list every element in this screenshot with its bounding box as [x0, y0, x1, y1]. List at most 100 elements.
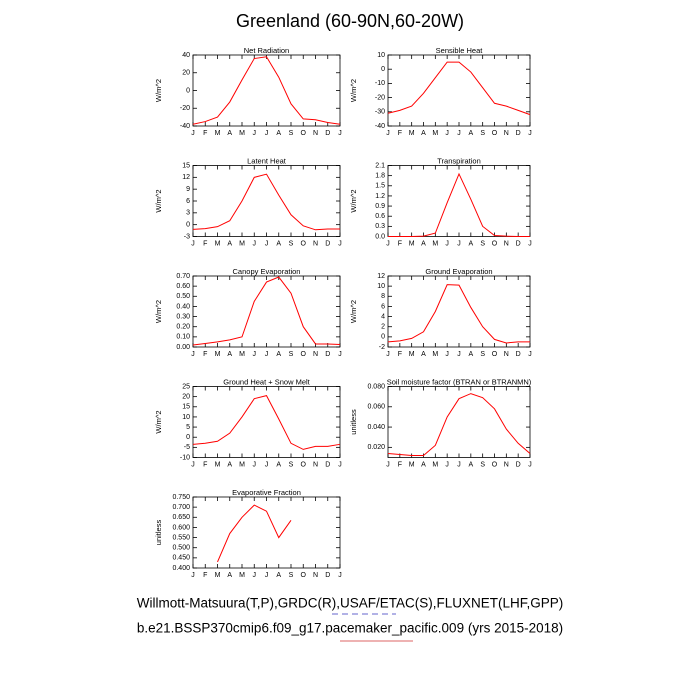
x-tick-label: A: [227, 130, 232, 137]
x-tick-label: S: [480, 130, 485, 137]
y-tick-label: 6: [381, 303, 385, 310]
y-axis-label: W/m^2: [349, 300, 358, 323]
x-tick-label: D: [325, 240, 330, 247]
x-tick-label: J: [191, 572, 195, 579]
x-tick-label: J: [191, 240, 195, 247]
x-tick-label: A: [227, 461, 232, 468]
plot-frame: [192, 386, 341, 458]
plot-frame: [387, 165, 531, 237]
x-tick-label: S: [289, 351, 294, 358]
y-tick-label: 4: [381, 313, 385, 320]
x-tick-label: J: [253, 461, 257, 468]
data-line: [387, 61, 531, 116]
x-tick-label: D: [325, 351, 330, 358]
x-tick-label: F: [398, 351, 402, 358]
data-line: [217, 504, 292, 563]
x-tick-label: D: [516, 461, 521, 468]
y-tick-label: -2: [379, 344, 385, 351]
x-tick-label: J: [445, 130, 449, 137]
y-axis-label: W/m^2: [349, 189, 358, 212]
x-tick-label: J: [386, 351, 390, 358]
x-tick-label: S: [480, 461, 485, 468]
y-tick-label: 1.8: [375, 172, 385, 179]
x-tick-label: J: [338, 240, 342, 247]
y-axis-label: W/m^2: [154, 300, 163, 323]
x-tick-label: M: [215, 572, 221, 579]
x-tick-label: A: [468, 130, 473, 137]
panel-title: Ground Heat + Snow Melt: [223, 377, 310, 386]
y-tick-label: 0.400: [172, 565, 190, 572]
y-tick-label: 6: [186, 198, 190, 205]
x-tick-label: S: [289, 130, 294, 137]
y-tick-label: 0: [186, 222, 190, 229]
y-tick-label: 0.9: [375, 203, 385, 210]
plot-frame: [387, 275, 531, 348]
x-tick-label: J: [253, 130, 257, 137]
x-tick-label: A: [276, 461, 281, 468]
x-tick-label: F: [398, 240, 402, 247]
x-tick-label: F: [398, 461, 402, 468]
footer-line: b.e21.BSSP370cmip6.f09_g17.pacemaker_pac…: [137, 621, 563, 636]
y-tick-label: 20: [182, 70, 190, 77]
x-tick-label: J: [265, 240, 269, 247]
y-tick-label: 10: [377, 52, 385, 59]
panel-title: Ground Evaporation: [425, 267, 492, 276]
x-tick-label: J: [457, 130, 461, 137]
y-tick-label: -40: [375, 123, 385, 130]
x-tick-label: D: [325, 130, 330, 137]
x-tick-label: F: [203, 130, 207, 137]
x-tick-label: J: [338, 572, 342, 579]
x-tick-label: M: [239, 240, 245, 247]
y-tick-label: 0.040: [367, 424, 385, 431]
data-line: [387, 393, 531, 456]
x-tick-label: O: [492, 240, 498, 247]
y-tick-label: 0.060: [367, 404, 385, 411]
y-tick-label: 0.700: [172, 504, 190, 511]
x-tick-label: A: [468, 351, 473, 358]
y-tick-label: 0.750: [172, 494, 190, 501]
y-tick-label: 0: [381, 334, 385, 341]
y-tick-label: 0.60: [176, 283, 190, 290]
x-tick-label: J: [338, 461, 342, 468]
x-tick-label: N: [313, 572, 318, 579]
x-tick-label: A: [276, 130, 281, 137]
y-axis-label: W/m^2: [154, 189, 163, 212]
y-tick-label: -5: [184, 444, 190, 451]
x-tick-label: M: [215, 351, 221, 358]
x-tick-label: M: [432, 461, 438, 468]
x-tick-label: J: [338, 351, 342, 358]
data-line: [387, 284, 530, 344]
x-tick-label: J: [265, 351, 269, 358]
x-tick-label: A: [227, 351, 232, 358]
x-tick-label: M: [409, 240, 415, 247]
y-axis-label: W/m^2: [154, 410, 163, 433]
x-tick-label: J: [386, 130, 390, 137]
x-tick-label: O: [301, 461, 307, 468]
x-tick-label: S: [289, 461, 294, 468]
x-tick-label: O: [301, 240, 307, 247]
y-tick-label: 12: [182, 174, 190, 181]
y-tick-label: -20: [375, 94, 385, 101]
x-tick-label: N: [313, 130, 318, 137]
y-axis-label: W/m^2: [154, 79, 163, 102]
x-tick-label: J: [445, 351, 449, 358]
x-tick-label: J: [265, 572, 269, 579]
x-tick-label: F: [398, 130, 402, 137]
x-tick-label: M: [432, 130, 438, 137]
y-tick-label: 0.550: [172, 534, 190, 541]
y-tick-label: 0.0: [375, 233, 385, 240]
x-tick-label: A: [468, 240, 473, 247]
x-tick-label: M: [239, 130, 245, 137]
y-tick-label: 0.080: [367, 383, 385, 390]
x-tick-label: J: [445, 240, 449, 247]
y-tick-label: 15: [182, 162, 190, 169]
y-tick-label: 10: [182, 414, 190, 421]
y-tick-label: 40: [182, 52, 190, 59]
x-tick-label: O: [301, 572, 307, 579]
y-tick-label: 5: [186, 424, 190, 431]
x-tick-label: O: [301, 130, 307, 137]
x-tick-label: A: [276, 572, 281, 579]
plot-frame: [387, 386, 531, 458]
x-tick-label: O: [492, 351, 498, 358]
y-tick-label: 10: [377, 283, 385, 290]
